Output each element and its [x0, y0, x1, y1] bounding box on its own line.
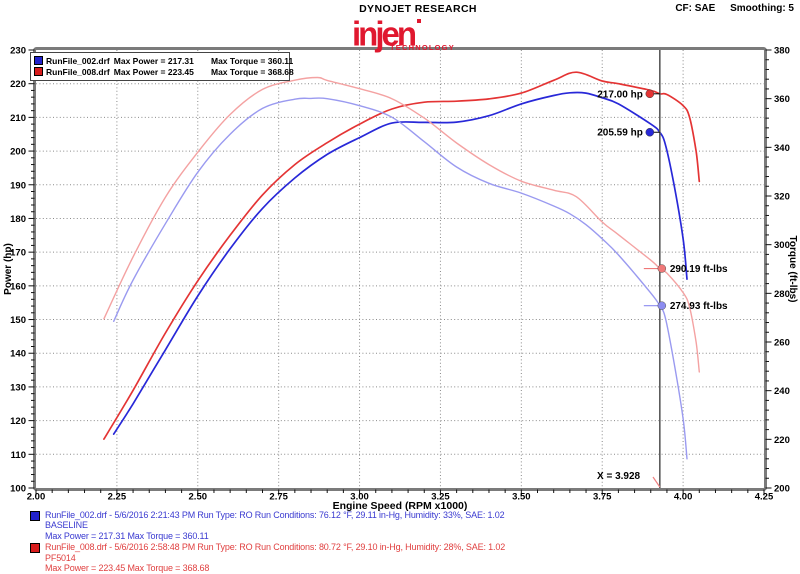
power-tick-label: 210 [10, 113, 26, 124]
legend-row-pf5014[interactable]: RunFile_008.drf Max Power = 223.45 Max T… [34, 66, 294, 77]
torque-tick-label: 320 [774, 192, 790, 203]
rpm-tick-label: 3.75 [593, 492, 612, 503]
run-conditions-line: RunFile_008.drf - 5/6/2016 2:58:48 PM Ru… [45, 542, 506, 553]
run-color-swatch [30, 543, 40, 554]
injen-logo-subtext: TECHNOLOGY [390, 43, 455, 52]
trademark-dot-icon [417, 19, 422, 23]
curve-pf5014-power [103, 71, 701, 440]
curve-baseline-power [112, 91, 688, 435]
plot-frame [33, 47, 767, 491]
power-tick-label: 120 [10, 416, 26, 427]
torque-tick-label: 220 [774, 435, 790, 446]
rpm-tick-label: 2.00 [27, 492, 46, 503]
run-info-pf5014: RunFile_008.drf - 5/6/2016 2:58:48 PM Ru… [30, 542, 770, 573]
cursor-x-label: X = 3.928 [597, 471, 641, 482]
rpm-tick-label: 3.25 [431, 492, 450, 503]
run-label-line: PF5014 [45, 552, 76, 563]
smoothing-label: Smoothing: 5 [730, 3, 794, 14]
legend-max-torque: Max Torque = 368.68 [211, 67, 294, 77]
power-tick-label: 180 [10, 214, 26, 225]
torque-tick-label: 260 [774, 338, 790, 349]
rpm-tick-label: 3.50 [512, 492, 531, 503]
power-tick-label: 110 [11, 450, 26, 461]
torque-tick-label: 280 [774, 289, 790, 300]
power-tick-label: 150 [10, 315, 26, 326]
correction-factor-label: CF: SAE [675, 3, 716, 14]
cursor-label-leader [652, 476, 661, 488]
power-tick-label: 130 [10, 382, 26, 393]
rpm-tick-label: 2.25 [108, 492, 127, 503]
power-tick-label: 170 [10, 248, 26, 259]
run-info-baseline: RunFile_002.drf - 5/6/2016 2:21:43 PM Ru… [30, 510, 770, 541]
rpm-tick-label: 4.00 [674, 492, 693, 503]
rpm-axis-title: Engine Speed (RPM x1000) [333, 500, 468, 512]
annotation-dot [657, 301, 667, 310]
annotation-dot [645, 89, 655, 99]
legend-max-power: Max Power = 223.45 [113, 66, 194, 77]
run-max-line: Max Power = 217.31 Max Torque = 360.11 [45, 530, 209, 541]
run-max-line: Max Power = 223.45 Max Torque = 368.68 [45, 563, 210, 574]
power-axis-title: Power (hp) [3, 243, 14, 295]
injen-logo: injen TECHNOLOGY [352, 14, 502, 53]
rpm-tick-label: 2.50 [189, 492, 208, 503]
run-color-swatch [30, 511, 40, 521]
injen-logo-text: injen [352, 14, 417, 53]
run-info-text: RunFile_002.drf - 5/6/2016 2:21:43 PM Ru… [45, 510, 505, 541]
power-tick-label: 190 [10, 180, 26, 191]
run-label-line: BASELINE [45, 520, 88, 531]
annotation-label: 217.00 hp [597, 89, 643, 100]
series-color-swatch [34, 56, 43, 65]
run-info-text: RunFile_008.drf - 5/6/2016 2:58:48 PM Ru… [45, 542, 505, 573]
legend-row-baseline[interactable]: RunFile_002.drf Max Power = 217.31 Max T… [34, 55, 293, 66]
legend-max-torque: Max Torque = 360.11 [211, 56, 294, 66]
power-tick-label: 230 [10, 46, 26, 57]
rpm-tick-label: 2.75 [269, 492, 288, 503]
annotation-dot [657, 264, 667, 273]
series-color-swatch [34, 67, 43, 76]
run-info-footer: RunFile_002.drf - 5/6/2016 2:21:43 PM Ru… [30, 510, 770, 574]
torque-tick-label: 360 [774, 94, 790, 105]
correction-settings: CF: SAE Smoothing: 5 [675, 3, 794, 14]
legend-file-name: RunFile_008.drf [46, 66, 110, 77]
rpm-tick-label: 3.00 [350, 492, 369, 503]
torque-tick-label: 240 [774, 386, 790, 397]
annotation-dot [645, 127, 655, 137]
annotation-label: 205.59 hp [597, 128, 643, 139]
legend-file-name: RunFile_002.drf [46, 55, 110, 66]
rpm-tick-label: 4.25 [755, 492, 774, 503]
power-tick-label: 200 [10, 147, 26, 158]
power-tick-label: 160 [10, 281, 26, 292]
torque-tick-label: 200 [774, 484, 790, 495]
annotation-label: 290.19 ft-lbs [670, 264, 728, 275]
run-conditions-line: RunFile_002.drf - 5/6/2016 2:21:43 PM Ru… [45, 510, 505, 520]
curve-pf5014-torque [103, 76, 700, 373]
legend-max-power: Max Power = 217.31 [113, 55, 194, 66]
power-tick-label: 220 [10, 79, 26, 90]
legend: RunFile_002.drf Max Power = 217.31 Max T… [30, 52, 294, 81]
power-tick-label: 100 [10, 484, 26, 495]
torque-tick-label: 380 [774, 46, 790, 57]
torque-axis-title: Torque (ft-lbs) [787, 235, 798, 302]
annotation-label: 274.93 ft-lbs [670, 301, 728, 312]
torque-tick-label: 300 [774, 240, 790, 251]
power-tick-label: 140 [10, 349, 26, 360]
torque-tick-label: 340 [774, 143, 790, 154]
brand-title: DYNOJET RESEARCH [359, 3, 477, 15]
